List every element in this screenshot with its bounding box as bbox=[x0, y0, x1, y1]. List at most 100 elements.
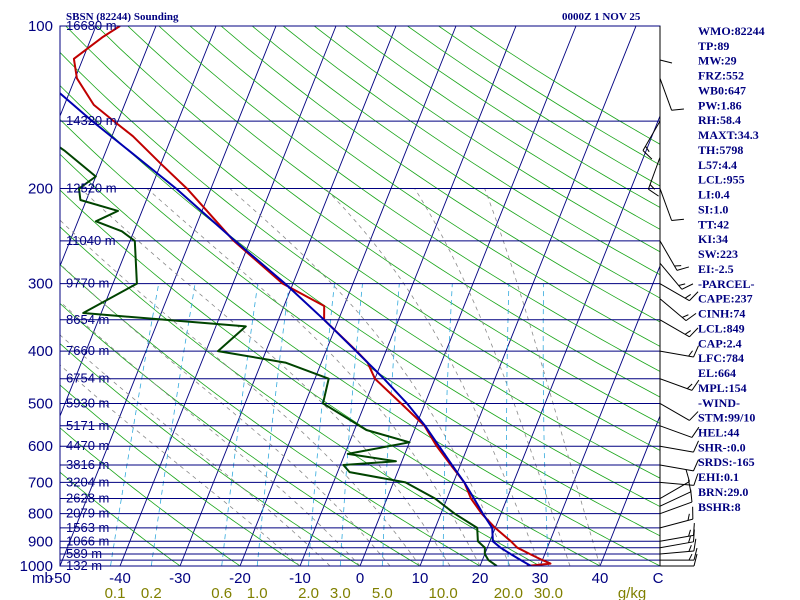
index-value: MW:29 bbox=[698, 54, 737, 68]
wind-barb-shaft bbox=[659, 550, 694, 555]
index-value: LFC:784 bbox=[698, 351, 744, 365]
pressure-axis: 100 200 300 400 500 600 700 800 900 1000 bbox=[20, 18, 53, 575]
index-value: LI:0.4 bbox=[698, 188, 730, 202]
wind-barb bbox=[642, 120, 661, 160]
wind-barb-flag bbox=[642, 150, 653, 160]
mixing-ratio-label: 2.0 bbox=[298, 585, 319, 600]
height-label: 14320 m bbox=[66, 113, 117, 128]
wind-barb-flag bbox=[693, 440, 699, 453]
mixing-ratio-label: 30.0 bbox=[534, 585, 563, 600]
isotherm bbox=[299, 26, 517, 566]
wind-barb-shaft bbox=[647, 157, 661, 190]
temperature-tick-label: -20 bbox=[229, 570, 251, 587]
wind-barb-shaft bbox=[659, 403, 690, 421]
wind-barb-shaft bbox=[659, 262, 683, 290]
wind-barb-flag bbox=[681, 283, 694, 290]
wind-barb-flag bbox=[688, 529, 691, 537]
mixing-ratio-label: 10.0 bbox=[429, 585, 458, 600]
wind-barb-flag bbox=[685, 469, 690, 482]
wind-barb-flag bbox=[678, 283, 686, 286]
pressure-label: 400 bbox=[28, 343, 53, 360]
moist-adiabat bbox=[484, 188, 601, 566]
index-value: SI:1.0 bbox=[698, 202, 728, 216]
wind-barb-flag bbox=[688, 553, 693, 561]
mixing-ratio-label: 3.0 bbox=[330, 585, 351, 600]
wind-barb-flag bbox=[688, 545, 692, 552]
wind-barb bbox=[659, 188, 684, 222]
wind-barb-flag bbox=[691, 379, 700, 391]
height-label: 8654 m bbox=[66, 312, 109, 327]
wind-barb bbox=[659, 523, 695, 542]
wind-barb-flag bbox=[682, 314, 689, 318]
wind-barb-shaft bbox=[659, 534, 694, 542]
temperature-tick-label: -30 bbox=[169, 570, 191, 587]
mixing-ratio-label: 20.0 bbox=[494, 585, 523, 600]
index-value: TT:42 bbox=[698, 217, 729, 231]
index-value: STM:99/10 bbox=[698, 411, 755, 425]
height-label: 7660 m bbox=[66, 343, 109, 358]
wind-barb-shaft bbox=[659, 481, 694, 486]
pressure-label: 800 bbox=[28, 506, 53, 523]
height-label: 16680 m bbox=[66, 18, 117, 33]
wind-barb-flag bbox=[693, 538, 697, 552]
index-value: CAPE:237 bbox=[698, 292, 753, 306]
index-value: EHI:0.1 bbox=[698, 470, 739, 484]
wind-barb bbox=[659, 78, 684, 111]
pressure-label: 300 bbox=[28, 276, 53, 293]
index-value: PW:1.86 bbox=[698, 98, 742, 112]
wind-barb-flag bbox=[689, 291, 699, 301]
temperature-tick-label: 30 bbox=[532, 570, 549, 587]
wind-barb-flag bbox=[676, 266, 690, 271]
wind-barb bbox=[660, 553, 698, 567]
wind-barb-flag bbox=[693, 473, 699, 486]
wind-barb-shaft bbox=[659, 188, 673, 221]
isotherm bbox=[60, 26, 217, 418]
wind-barb-flag bbox=[689, 411, 699, 421]
height-label: 11040 m bbox=[66, 233, 116, 248]
wind-barb-shaft bbox=[659, 319, 690, 338]
wind-barb-flag bbox=[691, 426, 700, 438]
wind-barb-shaft bbox=[659, 425, 693, 438]
pressure-label: 600 bbox=[28, 438, 53, 455]
index-value: BRN:29.0 bbox=[698, 485, 748, 499]
moist-adiabat bbox=[60, 219, 421, 566]
wind-barb-flag bbox=[693, 345, 699, 358]
wind-barb bbox=[647, 157, 661, 197]
wind-barb bbox=[660, 547, 698, 561]
wind-barb-flag bbox=[693, 553, 698, 567]
index-value: FRZ:552 bbox=[698, 69, 744, 83]
wind-barb-flag bbox=[671, 108, 684, 111]
wind-barb-shaft bbox=[659, 350, 694, 358]
wind-barb bbox=[659, 459, 699, 472]
index-value: BSHR:8 bbox=[698, 500, 741, 514]
index-value: WMO:82244 bbox=[698, 24, 765, 38]
wind-barb bbox=[659, 298, 697, 322]
wind-barb-flag bbox=[689, 327, 699, 338]
index-value: LCL:955 bbox=[698, 173, 745, 187]
height-label: 3816 m bbox=[66, 457, 109, 472]
height-labels: 16680 m 14320 m 12520 m 11040 m 9770 m 8654 m… bbox=[66, 18, 117, 573]
index-value: HEL:44 bbox=[698, 425, 739, 439]
isotherm bbox=[539, 264, 660, 566]
wind-barb-flag bbox=[688, 350, 693, 357]
mixing-ratio-label: 0.1 bbox=[105, 585, 126, 600]
temperature-tick-label: 0 bbox=[356, 570, 364, 587]
wind-barb-flag bbox=[684, 330, 691, 335]
pressure-label: 200 bbox=[28, 181, 53, 198]
wind-barb bbox=[659, 378, 700, 391]
index-value: EL:664 bbox=[698, 366, 736, 380]
wind-barb bbox=[659, 403, 699, 421]
wind-barb bbox=[659, 319, 699, 338]
height-label: 1066 m bbox=[66, 533, 109, 548]
temperature-tick-label: 10 bbox=[412, 570, 429, 587]
temperature-tick-label: -40 bbox=[109, 570, 131, 587]
temperature-tick-label: 20 bbox=[472, 570, 489, 587]
height-label: 1563 m bbox=[66, 520, 109, 535]
parcel-trace bbox=[60, 91, 532, 566]
index-value: TP:89 bbox=[698, 39, 729, 53]
temperature-tick-label: C bbox=[653, 570, 664, 587]
index-value: CINH:74 bbox=[698, 307, 745, 321]
wind-barb-shaft bbox=[659, 501, 693, 515]
height-label: 9770 m bbox=[66, 276, 109, 291]
